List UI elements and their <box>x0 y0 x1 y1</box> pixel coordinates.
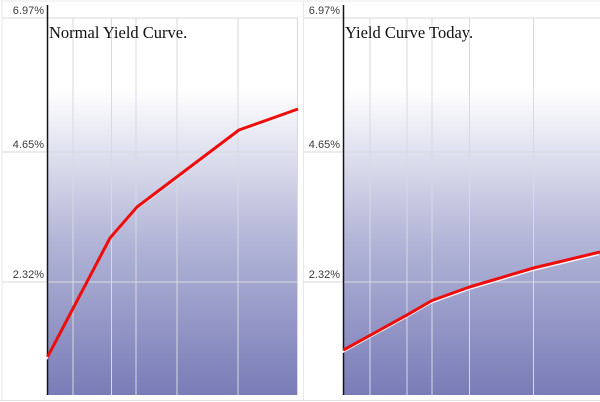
chart-panel-normal-yield: 6.97% 4.65% 2.32% Normal Yield Curve. <box>0 0 300 401</box>
y-gridlines <box>303 17 600 283</box>
y-tick-label: 6.97% <box>309 5 340 17</box>
y-tick-label: 2.32% <box>13 269 44 281</box>
normal-yield-curve-chart: 6.97% 4.65% 2.32% Normal Yield Curve. <box>0 0 300 401</box>
y-tick-label: 4.65% <box>309 139 340 151</box>
x-gridlines <box>369 18 534 395</box>
yield-curve-line <box>342 250 600 352</box>
chart-title: Normal Yield Curve. <box>49 23 187 42</box>
yield-curve-today-chart: 6.97% 4.65% 2.32% Yield Curve Today. <box>300 0 600 401</box>
chart-panel-yield-today: 6.97% 4.65% 2.32% Yield Curve Today. <box>300 0 600 402</box>
plot-background <box>47 18 298 395</box>
yield-curve-line <box>46 107 299 358</box>
chart-title: Yield Curve Today. <box>345 23 473 42</box>
y-gridlines <box>2 17 298 283</box>
y-tick-label: 4.65% <box>13 139 44 151</box>
y-tick-label: 2.32% <box>309 269 340 281</box>
plot-background <box>343 18 600 395</box>
y-tick-label: 6.97% <box>13 5 44 17</box>
